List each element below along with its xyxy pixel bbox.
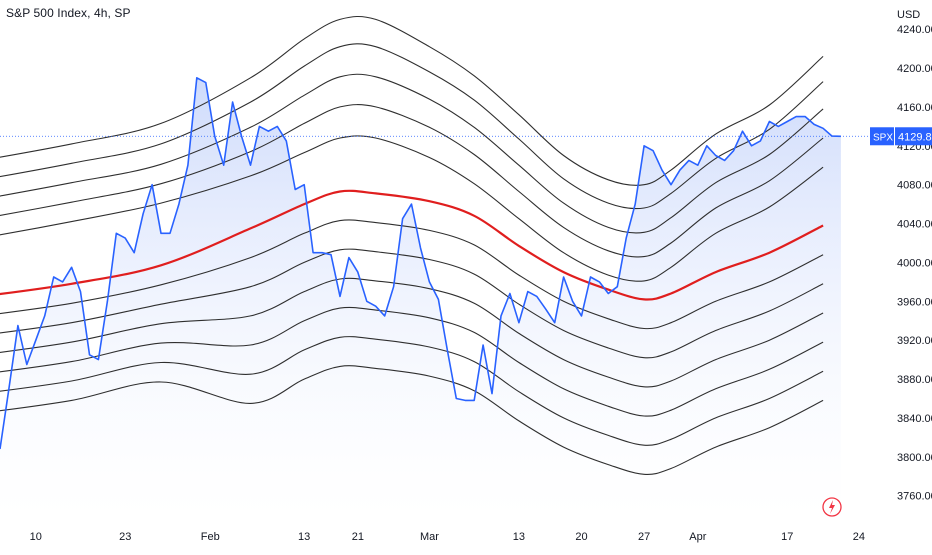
y-tick-label: 3840.00 <box>897 413 932 425</box>
x-tick-label: Feb <box>201 531 220 543</box>
envelope-line <box>0 336 824 446</box>
chart-title: S&P 500 Index, 4h, SP <box>6 6 131 20</box>
envelope-line <box>0 306 824 417</box>
y-tick-label: 3920.00 <box>897 335 932 347</box>
x-tick-label: 20 <box>575 531 587 543</box>
y-tick-label: 4080.00 <box>897 180 932 192</box>
envelope-line <box>0 15 824 186</box>
x-tick-label: Apr <box>689 531 706 543</box>
price-tag-value-bg <box>895 127 932 146</box>
x-tick-label: 13 <box>513 531 525 543</box>
envelope-line <box>0 43 824 210</box>
y-tick-label: 4200.00 <box>897 63 932 75</box>
envelope-line <box>0 277 824 388</box>
price-series-line <box>0 77 841 450</box>
envelope-line <box>0 365 824 475</box>
envelope-line <box>0 219 824 330</box>
envelope-line <box>0 248 824 359</box>
x-tick-label: 23 <box>119 531 131 543</box>
x-tick-label: 27 <box>638 531 650 543</box>
axes: USD4240.004200.004160.004120.004080.0040… <box>0 9 932 543</box>
price-tag-symbol: SPX <box>873 132 893 143</box>
y-tick-label: 3880.00 <box>897 374 932 386</box>
envelope-line <box>0 73 824 234</box>
x-tick-label: Mar <box>420 531 439 543</box>
y-tick-label: 4160.00 <box>897 102 932 114</box>
x-tick-label: 17 <box>781 531 793 543</box>
x-tick-label: 13 <box>298 531 310 543</box>
y-tick-label: 4240.00 <box>897 24 932 36</box>
envelope-line <box>0 104 824 258</box>
y-tick-label: 3760.00 <box>897 491 932 503</box>
y-tick-label: 3960.00 <box>897 296 932 308</box>
event-lightning-icon[interactable] <box>822 497 842 517</box>
x-tick-label: 21 <box>352 531 364 543</box>
x-tick-label: 24 <box>853 531 865 543</box>
envelope-line <box>0 135 824 282</box>
y-tick-label: 3800.00 <box>897 452 932 464</box>
plot-area <box>0 15 841 520</box>
basis-line <box>0 189 824 301</box>
price-tag-symbol-bg <box>870 127 894 146</box>
price-area-fill <box>0 77 841 520</box>
currency-label: USD <box>897 9 920 21</box>
x-tick-label: 10 <box>30 531 42 543</box>
lightning-glyph <box>829 500 835 514</box>
y-tick-label: 4000.00 <box>897 257 932 269</box>
y-tick-label: 4040.00 <box>897 219 932 231</box>
price-tag-value: 4129.80 <box>898 131 932 143</box>
